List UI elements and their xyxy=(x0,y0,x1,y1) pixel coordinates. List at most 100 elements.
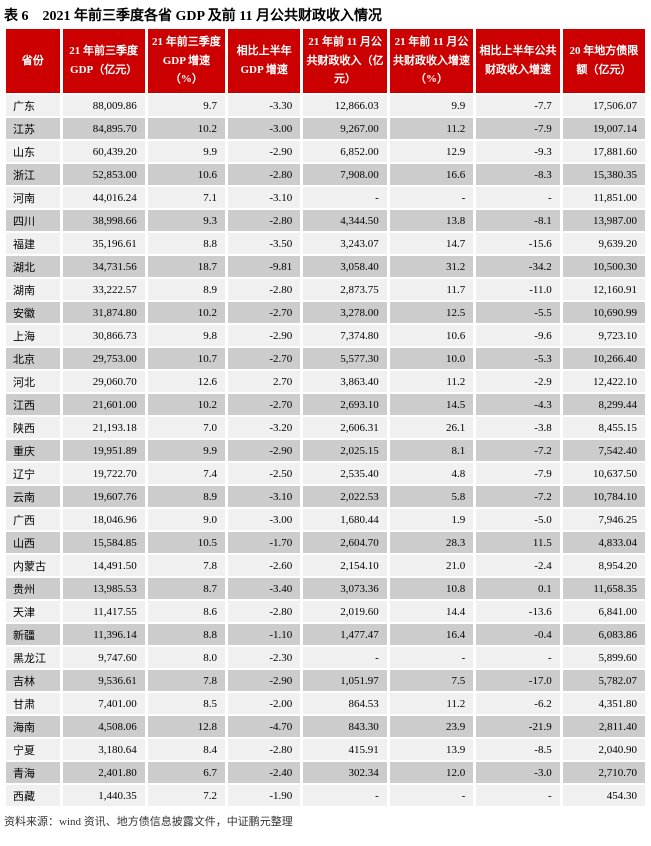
table-row: 山西 15,584.85 10.5 -1.70 2,604.70 28.3 11.5 4,83… xyxy=(6,532,645,553)
province-cell: 广东 xyxy=(6,95,60,116)
value-cell: 3,073.36 xyxy=(303,578,387,599)
table-header: 省份 21 年前三季度 GDP（亿元） 21 年前三季度 GDP 增速（%） 相比上半… xyxy=(6,29,645,93)
value-cell: -9.3 xyxy=(476,141,560,162)
value-cell: 8.5 xyxy=(147,693,226,714)
value-cell: 60,439.20 xyxy=(62,141,145,162)
value-cell: 7,908.00 xyxy=(303,164,387,185)
table-row: 广东 88,009.86 9.7 -3.30 12,866.03 9.9 -7.7 17,50… xyxy=(6,95,645,116)
value-cell: 8.9 xyxy=(147,486,226,507)
province-cell: 江西 xyxy=(6,394,60,415)
value-cell: 10.8 xyxy=(389,578,474,599)
value-cell: 7.8 xyxy=(147,555,226,576)
value-cell: -4.3 xyxy=(476,394,560,415)
province-cell: 内蒙古 xyxy=(6,555,60,576)
value-cell: 14,491.50 xyxy=(62,555,145,576)
value-cell: 10,637.50 xyxy=(562,463,645,484)
value-cell: -17.0 xyxy=(476,670,560,691)
value-cell: -2.80 xyxy=(228,601,301,622)
value-cell: 18,046.96 xyxy=(62,509,145,530)
value-cell: 10.2 xyxy=(147,394,226,415)
value-cell: 7,946.25 xyxy=(562,509,645,530)
table-row: 四川 38,998.66 9.3 -2.80 4,344.50 13.8 -8.1 13,98… xyxy=(6,210,645,231)
value-cell: - xyxy=(389,785,474,806)
table-row: 西藏 1,440.35 7.2 -1.90- - -454.30 xyxy=(6,785,645,806)
value-cell: 2,873.75 xyxy=(303,279,387,300)
value-cell: 2,022.53 xyxy=(303,486,387,507)
value-cell: 9,723.10 xyxy=(562,325,645,346)
table-row: 辽宁 19,722.70 7.4 -2.50 2,535.40 4.8 -7.9 10,637… xyxy=(6,463,645,484)
value-cell: 11.2 xyxy=(389,118,474,139)
value-cell: 44,016.24 xyxy=(62,187,145,208)
value-cell: 15,380.35 xyxy=(562,164,645,185)
column-header: 相比上半年 GDP 增速 xyxy=(228,29,301,93)
value-cell: -4.70 xyxy=(228,716,301,737)
table-row: 浙江 52,853.00 10.6 -2.80 7,908.00 16.6 -8.3 15,3… xyxy=(6,164,645,185)
value-cell: - xyxy=(303,785,387,806)
value-cell: 38,998.66 xyxy=(62,210,145,231)
value-cell: -8.3 xyxy=(476,164,560,185)
value-cell: 2,401.80 xyxy=(62,762,145,783)
source-note: 资料来源：wind 资讯、地方债信息披露文件，中证鹏元整理 xyxy=(4,816,293,828)
table-row: 北京 29,753.00 10.7 -2.70 5,577.30 10.0 -5.3 10,2… xyxy=(6,348,645,369)
value-cell: 5,782.07 xyxy=(562,670,645,691)
value-cell: -3.20 xyxy=(228,417,301,438)
table-row: 河南 44,016.24 7.1 -3.10- - -11,851.00 xyxy=(6,187,645,208)
value-cell: 12.8 xyxy=(147,716,226,737)
province-cell: 河南 xyxy=(6,187,60,208)
value-cell: 1,440.35 xyxy=(62,785,145,806)
value-cell: 11,658.35 xyxy=(562,578,645,599)
value-cell: - xyxy=(476,187,560,208)
value-cell: -7.9 xyxy=(476,118,560,139)
value-cell: - xyxy=(303,187,387,208)
value-cell: -9.6 xyxy=(476,325,560,346)
gdp-fiscal-table: 省份 21 年前三季度 GDP（亿元） 21 年前三季度 GDP 增速（%） 相比上半… xyxy=(3,27,648,808)
province-cell: 广西 xyxy=(6,509,60,530)
value-cell: 7.5 xyxy=(389,670,474,691)
value-cell: -8.5 xyxy=(476,739,560,760)
value-cell: 10.5 xyxy=(147,532,226,553)
value-cell: 6,852.00 xyxy=(303,141,387,162)
value-cell: 13.9 xyxy=(389,739,474,760)
value-cell: -1.70 xyxy=(228,532,301,553)
value-cell: 1,477.47 xyxy=(303,624,387,645)
value-cell: - xyxy=(303,647,387,668)
value-cell: 6,841.00 xyxy=(562,601,645,622)
value-cell: 10,500.30 xyxy=(562,256,645,277)
province-cell: 宁夏 xyxy=(6,739,60,760)
table-row: 海南 4,508.06 12.8 -4.70 843.30 23.9 -21.9 2,811.… xyxy=(6,716,645,737)
table-row: 江西 21,601.00 10.2 -2.70 2,693.10 14.5 -4.3 8,29… xyxy=(6,394,645,415)
value-cell: 7.8 xyxy=(147,670,226,691)
province-cell: 浙江 xyxy=(6,164,60,185)
value-cell: -5.0 xyxy=(476,509,560,530)
value-cell: -2.9 xyxy=(476,371,560,392)
value-cell: 12.6 xyxy=(147,371,226,392)
province-cell: 福建 xyxy=(6,233,60,254)
value-cell: 7,401.00 xyxy=(62,693,145,714)
value-cell: 12,160.91 xyxy=(562,279,645,300)
value-cell: -2.60 xyxy=(228,555,301,576)
column-header: 省份 xyxy=(6,29,60,93)
value-cell: 33,222.57 xyxy=(62,279,145,300)
table-row: 江苏 84,895.70 10.2 -3.00 9,267.00 11.2 -7.9 19,0… xyxy=(6,118,645,139)
value-cell: -3.50 xyxy=(228,233,301,254)
province-cell: 山东 xyxy=(6,141,60,162)
table-row: 青海 2,401.80 6.7 -2.40 302.34 12.0 -3.0 2,710.70 xyxy=(6,762,645,783)
value-cell: 17,881.60 xyxy=(562,141,645,162)
value-cell: 4.8 xyxy=(389,463,474,484)
value-cell: 9,267.00 xyxy=(303,118,387,139)
value-cell: -7.2 xyxy=(476,486,560,507)
table-row: 河北 29,060.70 12.6 2.70 3,863.40 11.2 -2.9 12,42… xyxy=(6,371,645,392)
value-cell: 13.8 xyxy=(389,210,474,231)
value-cell: -3.00 xyxy=(228,509,301,530)
value-cell: -6.2 xyxy=(476,693,560,714)
value-cell: -2.70 xyxy=(228,302,301,323)
province-cell: 甘肃 xyxy=(6,693,60,714)
value-cell: 35,196.61 xyxy=(62,233,145,254)
value-cell: 10,784.10 xyxy=(562,486,645,507)
value-cell: 3,863.40 xyxy=(303,371,387,392)
value-cell: 11,851.00 xyxy=(562,187,645,208)
province-cell: 河北 xyxy=(6,371,60,392)
value-cell: 9.9 xyxy=(147,440,226,461)
value-cell: -2.90 xyxy=(228,670,301,691)
